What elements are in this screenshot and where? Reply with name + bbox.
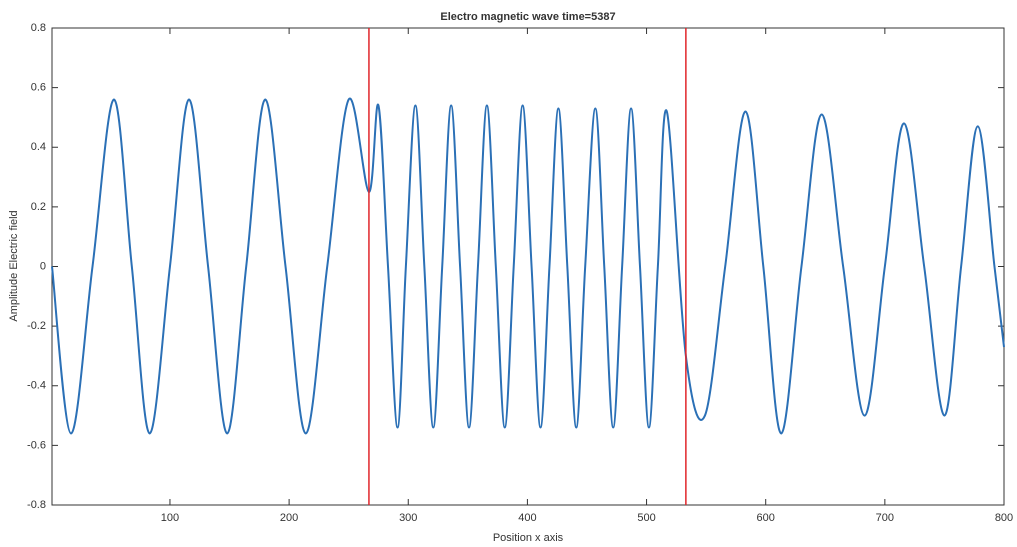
y-axis-label: Amplitude Electric field <box>8 210 20 321</box>
y-tick-label: 0.8 <box>31 22 46 34</box>
y-tick-label: -0.6 <box>27 439 46 451</box>
y-tick-label: -0.8 <box>27 499 46 511</box>
wave-line <box>51 97 1005 435</box>
y-tick-label: -0.4 <box>27 380 46 392</box>
x-tick-label: 100 <box>161 512 179 524</box>
x-tick-label: 300 <box>399 512 417 524</box>
chart-title: Electro magnetic wave time=5387 <box>440 11 615 23</box>
y-tick-label: 0.4 <box>31 141 46 153</box>
y-tick-label: -0.2 <box>27 320 46 332</box>
x-axis-label: Position x axis <box>493 532 564 544</box>
x-tick-label: 800 <box>995 512 1013 524</box>
x-tick-label: 200 <box>280 512 298 524</box>
y-tick-label: 0.6 <box>31 82 46 94</box>
y-tick-label: 0 <box>40 260 46 272</box>
x-tick-label: 700 <box>876 512 894 524</box>
x-tick-label: 500 <box>637 512 655 524</box>
x-tick-label: 600 <box>757 512 775 524</box>
plot-area <box>51 27 1005 506</box>
x-tick-label: 400 <box>518 512 536 524</box>
y-tick-label: 0.2 <box>31 201 46 213</box>
